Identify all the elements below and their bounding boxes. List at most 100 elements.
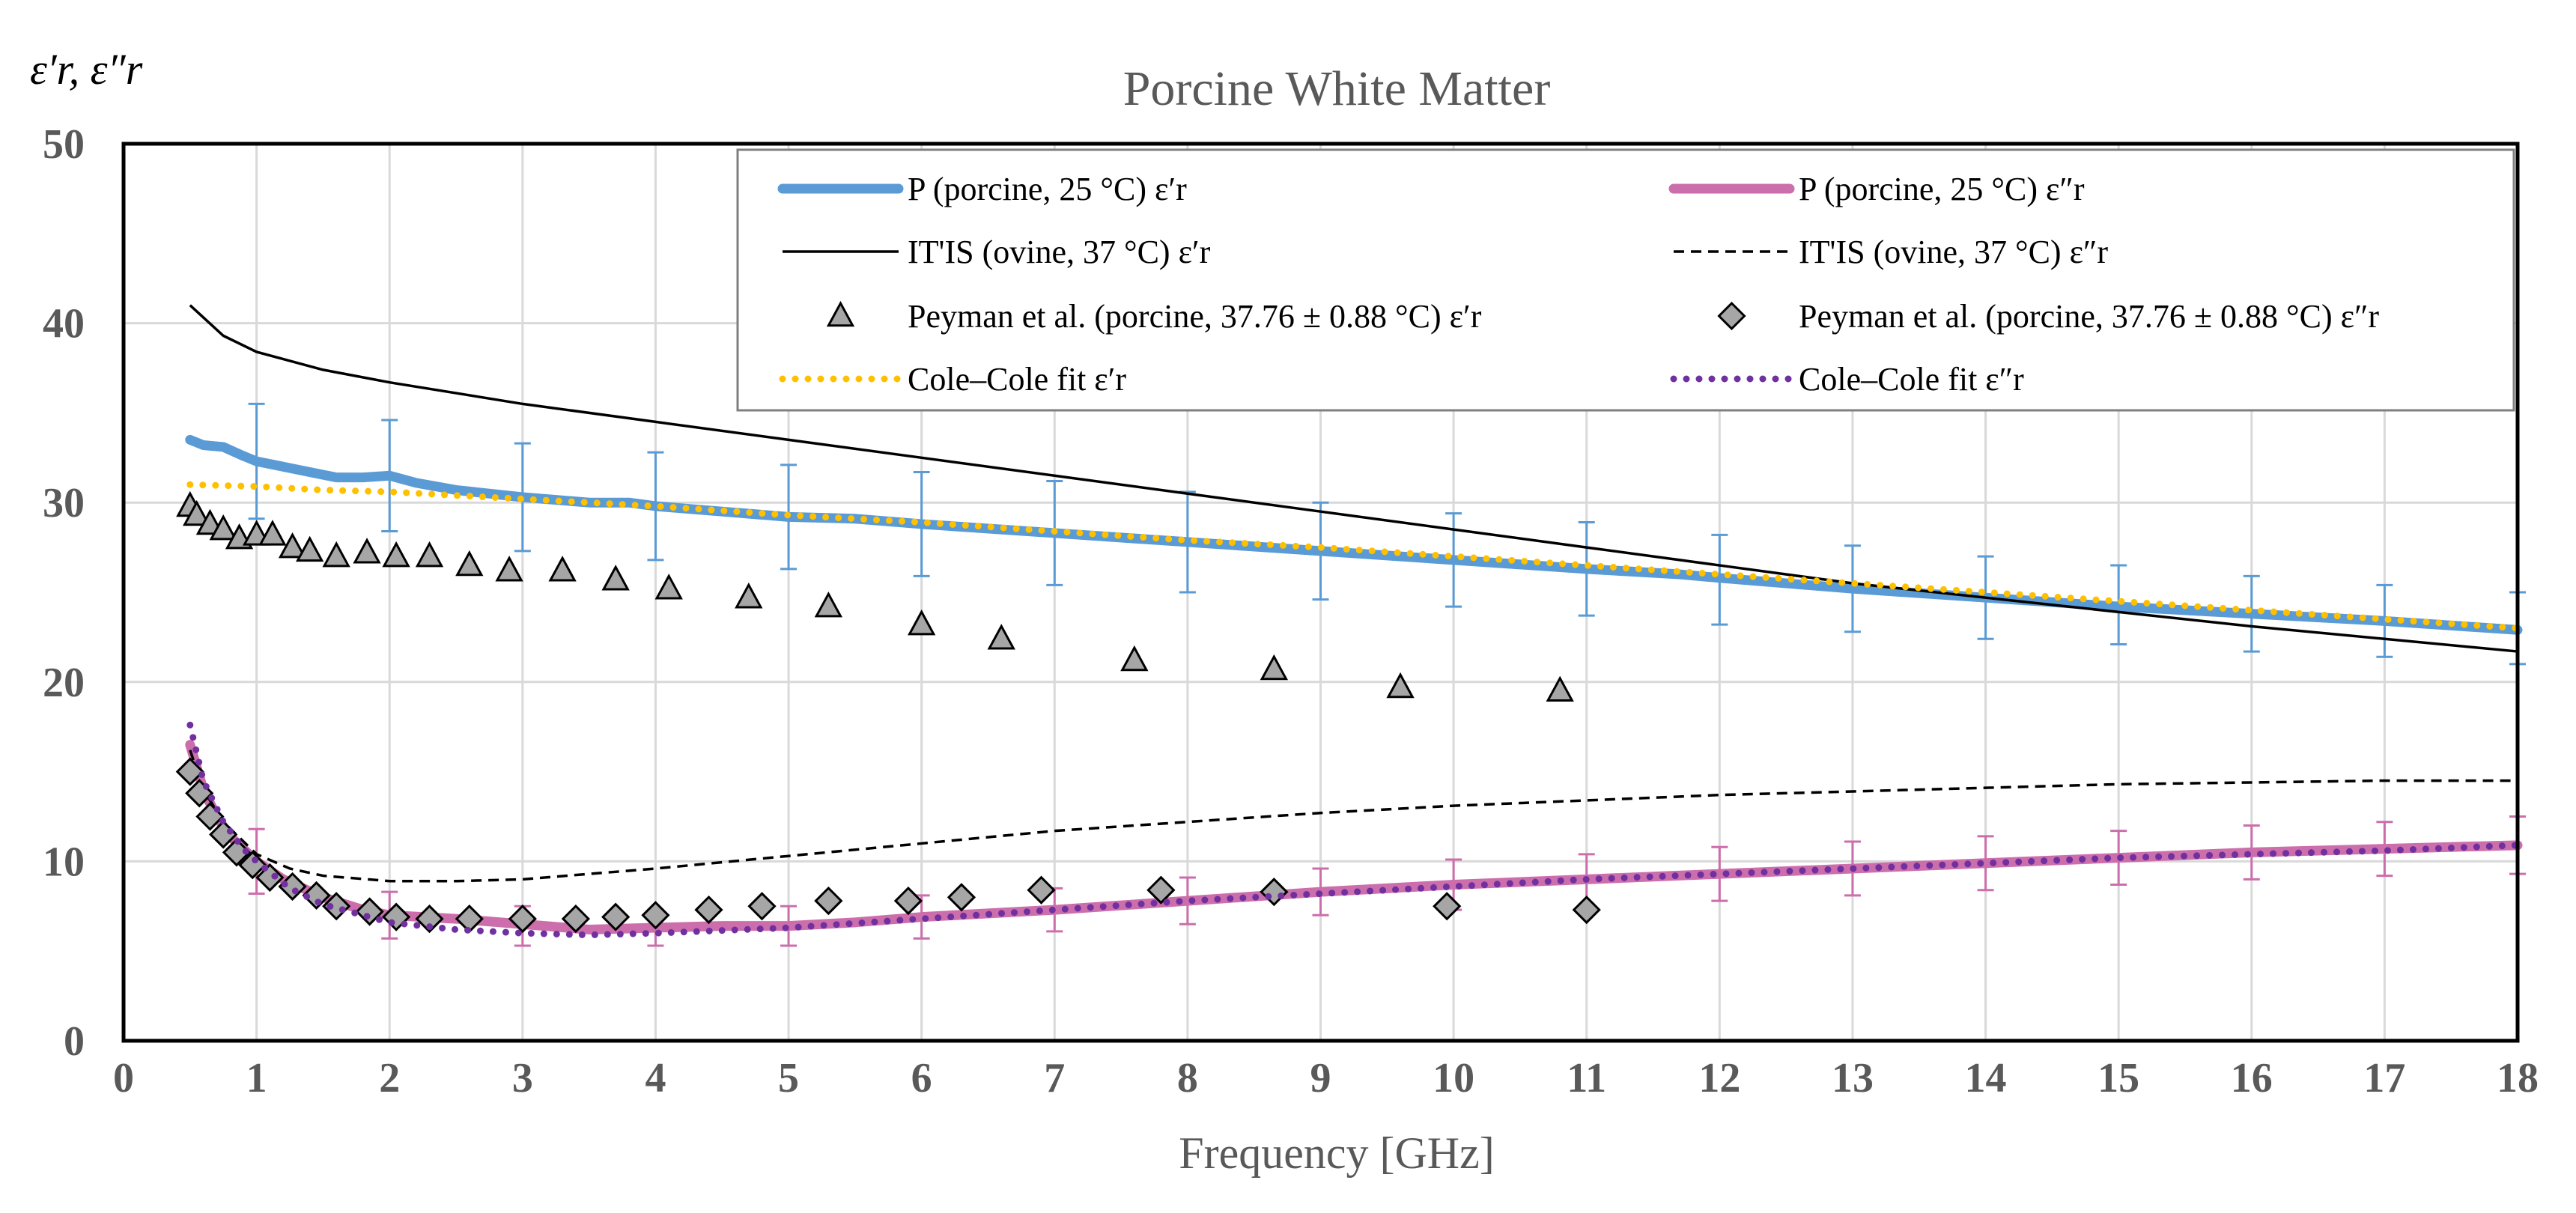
x-tick-label: 4 — [645, 1055, 666, 1101]
legend-entry: Peyman et al. (porcine, 37.76 ± 0.88 °C)… — [1717, 298, 2379, 335]
triangle-marker — [548, 556, 577, 582]
series-layer — [175, 304, 2526, 947]
triangle-marker — [1260, 654, 1289, 681]
x-tick-label: 11 — [1567, 1055, 1606, 1101]
diamond-marker — [1572, 895, 1601, 925]
diamond-marker — [1146, 875, 1176, 905]
triangle-marker — [295, 535, 324, 562]
triangle-marker — [735, 583, 763, 609]
triangle-marker — [1386, 672, 1415, 699]
legend-entry: Cole–Cole fit ε″r — [1670, 361, 2024, 398]
chart-title: Porcine White Matter — [1123, 61, 1551, 116]
triangle-marker — [1120, 645, 1149, 672]
legend-label: IT'IS (ovine, 37 °C) ε″r — [1799, 234, 2108, 270]
legend-label: Peyman et al. (porcine, 37.76 ± 0.88 °C)… — [908, 298, 1482, 335]
x-tick-label: 0 — [113, 1055, 134, 1101]
diamond-marker — [814, 886, 843, 916]
x-tick-label: 16 — [2231, 1055, 2273, 1101]
legend-label: P (porcine, 25 °C) ε″r — [1799, 171, 2085, 207]
diamond-marker — [1433, 892, 1462, 921]
triangle-marker — [495, 556, 523, 582]
triangle-marker — [654, 574, 683, 600]
x-tick-label: 10 — [1433, 1055, 1474, 1101]
legend-entry: P (porcine, 25 °C) ε″r — [1668, 171, 2085, 207]
legend-swatch — [1717, 301, 1746, 331]
x-tick-label: 2 — [379, 1055, 400, 1101]
legend-label: Cole–Cole fit ε′r — [908, 361, 1126, 398]
triangle-marker — [455, 550, 484, 577]
diamond-marker — [641, 901, 670, 930]
x-tick-label: 8 — [1177, 1055, 1198, 1101]
x-tick-label: 5 — [778, 1055, 799, 1101]
series-line — [185, 434, 2523, 635]
legend-entry: P (porcine, 25 °C) ε′r — [777, 171, 1187, 207]
diamond-marker — [747, 892, 777, 921]
series-4 — [176, 490, 1574, 702]
x-tick-label: 14 — [1965, 1055, 2007, 1101]
triangle-marker — [183, 499, 211, 526]
y-tick-label: 10 — [43, 839, 85, 885]
legend-label: IT'IS (ovine, 37 °C) ε′r — [908, 234, 1211, 270]
diamond-marker — [175, 757, 204, 786]
legend: P (porcine, 25 °C) ε′r P (porcine, 25 °C)… — [736, 148, 2515, 412]
series-6 — [186, 481, 2521, 632]
series-7 — [186, 721, 2521, 939]
x-axis-label: Frequency [GHz] — [1179, 1128, 1495, 1178]
triangle-marker — [209, 514, 237, 541]
series-3 — [189, 750, 2518, 883]
triangle-marker — [814, 592, 843, 618]
series-0 — [185, 402, 2526, 666]
diamond-marker — [893, 886, 923, 916]
triangle-marker — [415, 541, 444, 568]
legend-label: Cole–Cole fit ε″r — [1799, 361, 2024, 398]
series-1 — [185, 740, 2526, 947]
legend-swatch — [826, 300, 855, 327]
x-tick-label: 15 — [2097, 1055, 2139, 1101]
x-tick-label: 18 — [2497, 1055, 2539, 1101]
x-tick-label: 7 — [1044, 1055, 1065, 1101]
triangle-marker — [907, 609, 936, 636]
x-tick-label: 9 — [1310, 1055, 1331, 1101]
diamond-marker — [238, 851, 267, 880]
legend-label: Peyman et al. (porcine, 37.76 ± 0.88 °C)… — [1799, 298, 2379, 335]
series-line — [185, 740, 2523, 934]
legend-label: P (porcine, 25 °C) ε′r — [908, 171, 1187, 207]
diamond-marker — [601, 902, 631, 931]
series-line — [186, 721, 2521, 939]
x-tick-label: 13 — [1832, 1055, 1874, 1101]
legend-entry: Cole–Cole fit ε′r — [779, 361, 1126, 398]
y-axis-label: ε′r, ε″r — [30, 45, 143, 94]
triangle-marker — [278, 532, 307, 559]
y-tick-label: 20 — [43, 660, 85, 706]
triangle-marker — [258, 520, 287, 546]
diamond-marker — [947, 883, 976, 912]
diamond-marker — [302, 881, 331, 910]
diamond-marker — [1260, 878, 1289, 907]
series-line — [186, 481, 2521, 632]
x-tick-label: 12 — [1698, 1055, 1740, 1101]
legend-box — [736, 148, 2515, 412]
triangle-marker — [382, 541, 410, 568]
x-tick-label: 6 — [911, 1055, 932, 1101]
triangle-marker — [987, 624, 1015, 650]
series-line — [189, 304, 2518, 653]
series-2 — [189, 304, 2518, 653]
y-tick-label: 50 — [43, 121, 85, 168]
legend-entry: IT'IS (ovine, 37 °C) ε″r — [1674, 234, 2108, 270]
x-tick-label: 3 — [512, 1055, 533, 1101]
y-tick-label: 0 — [64, 1018, 85, 1065]
y-tick-label: 40 — [43, 301, 85, 347]
triangle-marker — [601, 565, 630, 591]
series-line — [189, 750, 2518, 883]
diamond-marker — [694, 895, 723, 925]
diamond-marker — [561, 904, 590, 934]
legend-entry: Peyman et al. (porcine, 37.76 ± 0.88 °C)… — [826, 298, 1482, 335]
triangle-marker — [322, 541, 350, 568]
y-tick-label: 30 — [43, 480, 85, 526]
diamond-marker — [508, 904, 537, 934]
diamond-marker — [355, 897, 384, 926]
plot-frame — [121, 142, 2520, 1043]
legend-entry: IT'IS (ovine, 37 °C) ε′r — [783, 234, 1211, 270]
